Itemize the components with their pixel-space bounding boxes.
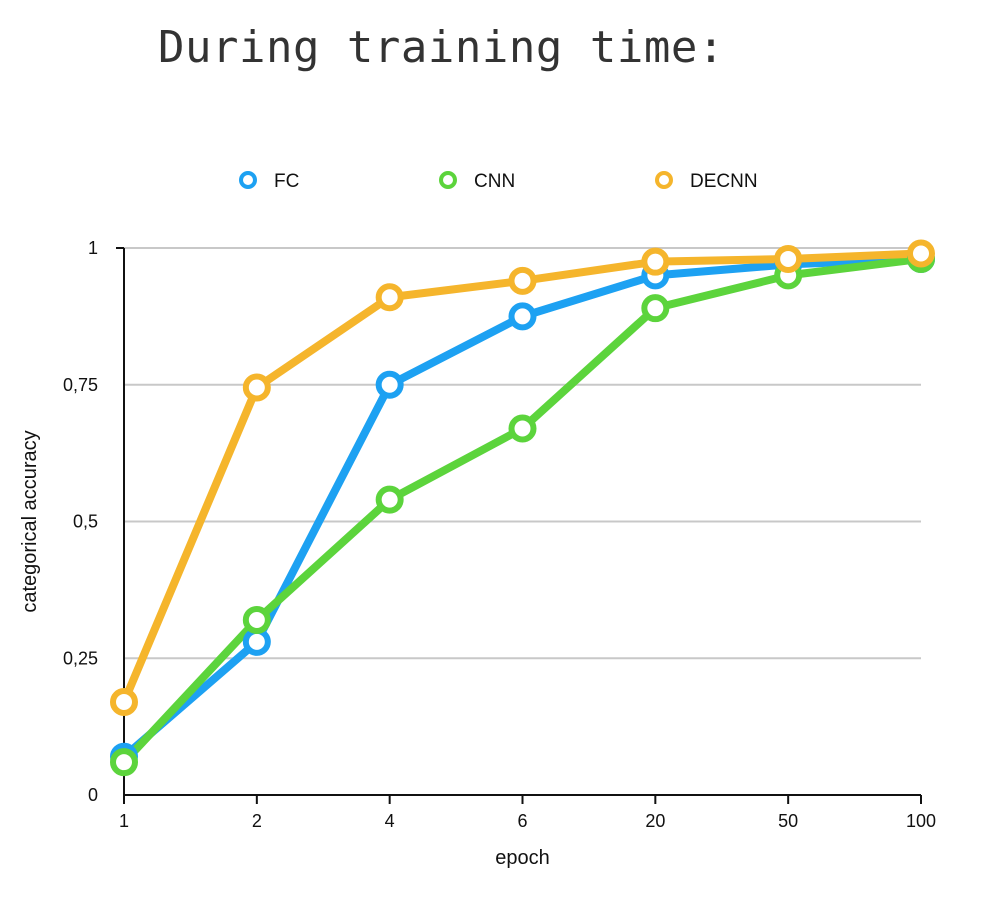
legend-item-decnn: DECNN	[655, 171, 758, 192]
data-point-decnn	[110, 688, 138, 717]
x-tick-label: 20	[645, 811, 665, 831]
data-point-decnn	[508, 266, 537, 295]
y-tick-labels: 0 0,25 0,5 0,75 1	[63, 238, 98, 805]
legend-label: FC	[274, 171, 299, 192]
data-point-fc	[242, 627, 271, 656]
legend-marker	[239, 171, 257, 189]
legend-marker	[439, 171, 457, 189]
x-tick-label: 1	[119, 811, 129, 831]
x-tick-label: 6	[517, 811, 527, 831]
legend: FC CNN DECNN	[239, 171, 758, 192]
y-tick-label: 0,75	[63, 375, 98, 395]
legend-label: DECNN	[690, 171, 758, 192]
data-point-cnn	[508, 414, 537, 443]
y-axis-label: categorical accuracy	[19, 430, 41, 612]
x-tick-label: 4	[385, 811, 395, 831]
data-point-cnn	[375, 485, 404, 514]
y-tick-label: 1	[88, 238, 98, 258]
data-point-cnn	[110, 748, 138, 777]
y-tick-label: 0,25	[63, 648, 98, 668]
x-tick-label: 100	[906, 811, 936, 831]
data-point-decnn	[242, 373, 271, 402]
legend-marker	[655, 171, 673, 189]
axes	[116, 247, 922, 804]
data-point-decnn	[375, 283, 404, 312]
data-point-decnn	[774, 244, 803, 273]
data-point-decnn	[641, 247, 670, 276]
y-tick-label: 0	[88, 785, 98, 805]
data-point-fc	[375, 370, 404, 399]
series-markers	[110, 239, 935, 777]
x-tick-label: 50	[778, 811, 798, 831]
legend-item-fc: FC	[239, 171, 299, 192]
page-title: During training time:	[158, 22, 725, 73]
legend-label: CNN	[474, 171, 515, 192]
y-tick-label: 0,5	[73, 512, 98, 532]
x-axis-label: epoch	[495, 847, 550, 869]
series-line-cnn	[120, 254, 925, 767]
x-tick-labels: 1 2 4 6 20 50 100	[119, 811, 936, 831]
series-line-fc	[120, 254, 925, 761]
data-point-cnn	[242, 605, 271, 634]
data-point-decnn	[907, 239, 935, 268]
data-point-fc	[508, 302, 537, 331]
x-tick-label: 2	[252, 811, 262, 831]
data-point-cnn	[641, 294, 670, 323]
legend-item-cnn: CNN	[439, 171, 515, 192]
